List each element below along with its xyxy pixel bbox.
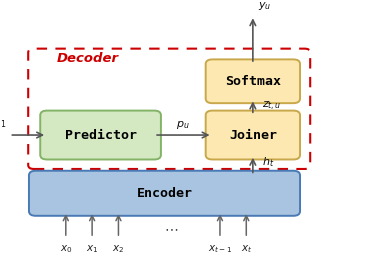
Text: $x_2$: $x_2$ [112, 243, 124, 255]
FancyBboxPatch shape [29, 171, 300, 216]
Text: Encoder: Encoder [136, 187, 193, 200]
Text: $x_1$: $x_1$ [86, 243, 98, 255]
Text: Decoder: Decoder [56, 52, 118, 65]
Text: $p_u$: $p_u$ [176, 119, 190, 131]
Text: $x_0$: $x_0$ [59, 243, 72, 255]
Text: Predictor: Predictor [65, 129, 136, 142]
Text: $z_{t,u}$: $z_{t,u}$ [262, 100, 282, 113]
Text: $h_t$: $h_t$ [262, 156, 274, 169]
Text: Joiner: Joiner [229, 129, 277, 142]
Text: $y_u$: $y_u$ [259, 0, 272, 12]
Text: Softmax: Softmax [225, 75, 281, 88]
FancyBboxPatch shape [40, 111, 161, 159]
Text: $y_{u-1}$: $y_{u-1}$ [0, 118, 7, 130]
Text: $x_t$: $x_t$ [241, 243, 252, 255]
Text: $\cdots$: $\cdots$ [164, 221, 178, 235]
FancyBboxPatch shape [206, 59, 300, 103]
Text: $x_{t-1}$: $x_{t-1}$ [208, 243, 232, 255]
FancyBboxPatch shape [206, 111, 300, 159]
